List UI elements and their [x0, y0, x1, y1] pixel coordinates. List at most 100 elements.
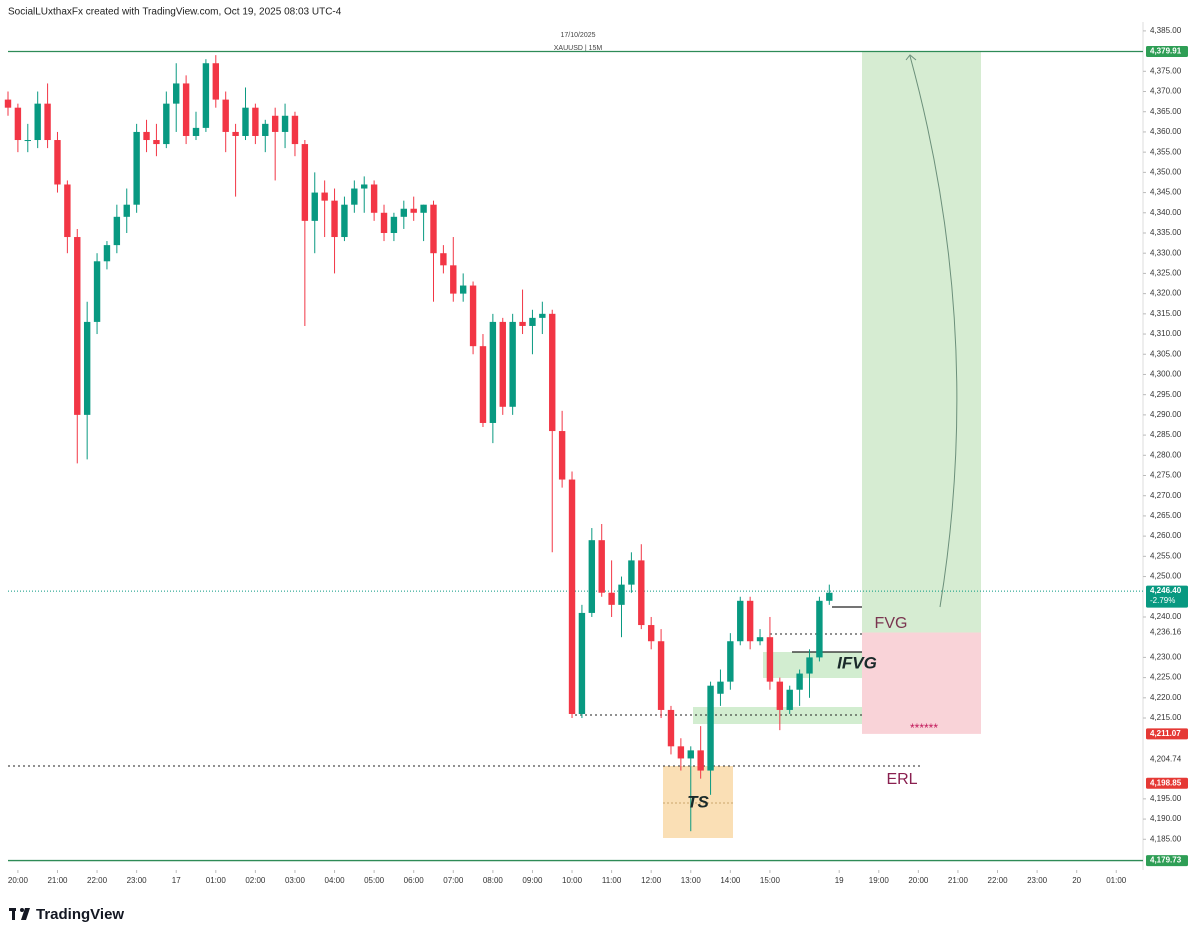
price-label-box — [1146, 855, 1188, 867]
arrow-head — [905, 54, 917, 61]
candle-body — [64, 184, 71, 238]
candle-body — [103, 245, 111, 262]
y-tick-label: 4,340.00 — [1150, 208, 1182, 217]
x-tick-label: 14:00 — [720, 876, 741, 885]
x-tick-label: 13:00 — [681, 876, 702, 885]
y-tick-label: 4,375.00 — [1150, 66, 1182, 75]
y-tick-label: 4,330.00 — [1150, 248, 1182, 257]
y-tick-label: 4,355.00 — [1150, 147, 1182, 156]
candle-body — [707, 685, 714, 771]
fvg-zone — [693, 707, 862, 724]
candle-body — [311, 192, 318, 221]
candle-body — [756, 637, 764, 642]
x-tick-label: 01:00 — [1106, 876, 1127, 885]
candle-body — [212, 63, 219, 100]
y-tick-label: 4,225.00 — [1150, 673, 1182, 682]
candle-body — [737, 600, 744, 642]
candle-body — [776, 681, 784, 710]
y-tick-label: 4,195.00 — [1150, 794, 1182, 803]
candle-body — [242, 107, 249, 136]
logo-mark — [20, 908, 24, 912]
logo: TradingView — [9, 906, 124, 923]
y-tick-label: 4,280.00 — [1150, 450, 1182, 459]
price-label: 4,198.85 — [1150, 778, 1182, 787]
y-tick-label: 4,285.00 — [1150, 430, 1182, 439]
y-tick-label: 4,335.00 — [1150, 228, 1182, 237]
candle-body — [182, 83, 190, 136]
candle-body — [766, 637, 774, 682]
y-tick-label: 4,305.00 — [1150, 349, 1182, 358]
y-tick-label: 4,350.00 — [1150, 167, 1182, 176]
target-zone — [862, 51, 981, 633]
drawings — [8, 50, 1143, 862]
y-tick-label: 4,190.00 — [1150, 814, 1182, 823]
candle-body — [14, 107, 22, 141]
price-label: 4,204.74 — [1150, 755, 1182, 764]
candle-body — [34, 103, 41, 141]
candle-body — [24, 140, 31, 142]
candle-body — [420, 204, 427, 213]
candle-body — [232, 131, 239, 136]
y-tick-label: 4,220.00 — [1150, 693, 1182, 702]
candle-body — [568, 479, 576, 714]
date-label: 17/10/2025 — [560, 32, 595, 39]
candle-body — [83, 321, 91, 415]
y-tick-label: 4,345.00 — [1150, 188, 1182, 197]
y-tick-label: 4,360.00 — [1150, 127, 1182, 136]
candle-body — [499, 321, 506, 407]
candle-body — [331, 200, 338, 238]
price-label-box — [1146, 45, 1188, 57]
candle-body — [618, 584, 625, 605]
candle-body — [153, 140, 160, 145]
candle-body — [479, 346, 487, 423]
candle-body — [450, 265, 457, 294]
ts-box — [663, 766, 733, 838]
candle-body — [113, 216, 121, 246]
price-label-box — [1146, 585, 1188, 608]
x-tick-label: 17 — [172, 876, 181, 885]
candle-body — [4, 99, 12, 108]
candle-body — [321, 192, 328, 201]
candle-body — [816, 600, 823, 658]
x-tick-label: 23:00 — [1027, 876, 1048, 885]
candle-body — [598, 540, 605, 593]
candle-body — [133, 131, 140, 205]
candle-body — [588, 540, 596, 613]
y-tick-label: 4,295.00 — [1150, 390, 1182, 399]
price-label: 4,211.07 — [1150, 729, 1181, 738]
price-label-box — [1146, 777, 1188, 789]
header: SocialLUxthaxFx created with TradingView… — [8, 7, 342, 18]
candle-body — [608, 592, 615, 605]
x-tick-label: 05:00 — [364, 876, 385, 885]
x-tick-label: 07:00 — [443, 876, 464, 885]
candle-body — [826, 592, 833, 601]
y-tick-label: 4,215.00 — [1150, 713, 1182, 722]
candle-body — [578, 612, 586, 714]
stop-zone — [862, 632, 981, 734]
candle-body — [519, 321, 526, 326]
candle-body — [192, 127, 200, 136]
x-tick-label: 03:00 — [285, 876, 306, 885]
price-label: 4,379.91 — [1150, 47, 1182, 56]
y-tick-label: 4,385.00 — [1150, 26, 1182, 35]
candle-body — [430, 204, 437, 254]
y-tick-label: 4,370.00 — [1150, 87, 1182, 96]
candle-body — [400, 208, 408, 217]
candle-body — [370, 184, 378, 213]
y-tick-label: 4,240.00 — [1150, 612, 1182, 621]
candles — [4, 55, 833, 832]
candle-body — [54, 140, 61, 185]
candle-body — [74, 237, 81, 415]
candle-body — [727, 641, 734, 682]
candle-body — [687, 750, 694, 759]
price-label: 4,246.40 — [1150, 586, 1182, 595]
candle-body — [667, 709, 675, 747]
candle-body — [628, 560, 635, 585]
price-label-sub: -2.79% — [1150, 596, 1175, 605]
candle-body — [262, 123, 269, 136]
x-tick-label: 08:00 — [483, 876, 504, 885]
candle-body — [440, 253, 447, 266]
x-tick-label: 22:00 — [87, 876, 108, 885]
x-tick-label: 20 — [1072, 876, 1081, 885]
